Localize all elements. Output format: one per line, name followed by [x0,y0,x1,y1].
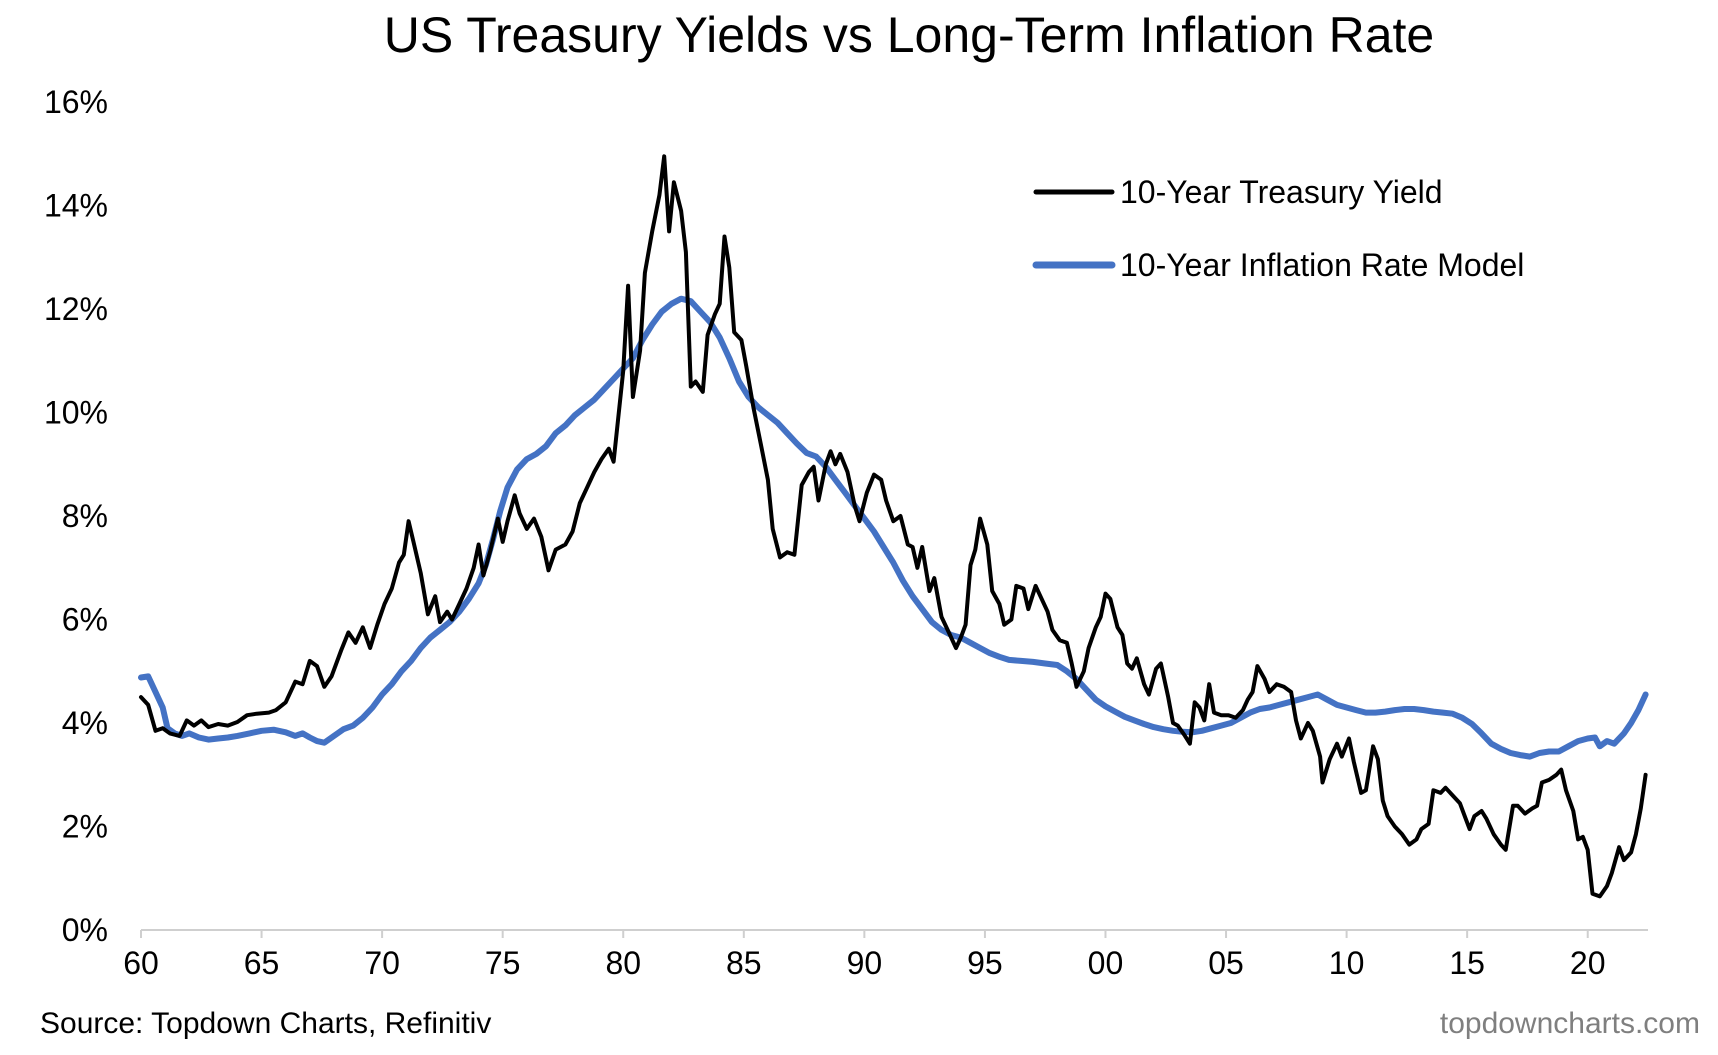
x-tick-label: 65 [244,945,280,981]
series-line-inflation-model [138,295,1649,760]
y-tick-label: 14% [44,188,108,224]
legend-label: 10-Year Treasury Yield [1120,174,1443,210]
x-axis: 60 65 70 75 80 85 90 95 00 05 10 15 20 [123,930,1606,981]
y-tick-label: 0% [62,912,108,948]
x-tick-label: 70 [364,945,400,981]
x-tick-label: 80 [605,945,641,981]
y-axis: 0% 2% 4% 6% 8% 10% 12% 14% 16% [44,84,108,948]
y-tick-label: 2% [62,809,108,845]
x-tick-label: 90 [847,945,883,981]
x-tick-label: 15 [1449,945,1485,981]
x-tick-label: 00 [1088,945,1124,981]
x-tick-label: 05 [1208,945,1244,981]
y-tick-label: 12% [44,291,108,327]
x-tick-label: 10 [1329,945,1365,981]
x-tick-label: 95 [967,945,1003,981]
x-tick-label: 20 [1570,945,1606,981]
watermark: topdowncharts.com [1440,1007,1700,1040]
y-tick-label: 10% [44,395,108,431]
y-tick-label: 4% [62,705,108,741]
y-tick-label: 16% [44,84,108,120]
x-tick-label: 75 [485,945,521,981]
series-layer [138,154,1649,899]
source-note: Source: Topdown Charts, Refinitiv [40,1007,491,1040]
legend-label: 10-Year Inflation Rate Model [1120,247,1524,283]
series-line-treasury-yield [139,154,1648,899]
x-tick-label: 85 [726,945,762,981]
y-tick-label: 6% [62,602,108,638]
chart-title: US Treasury Yields vs Long-Term Inflatio… [384,7,1434,63]
y-tick-label: 8% [62,498,108,534]
x-tick-label: 60 [123,945,159,981]
legend: 10-Year Treasury Yield 10-Year Inflation … [1032,174,1524,283]
